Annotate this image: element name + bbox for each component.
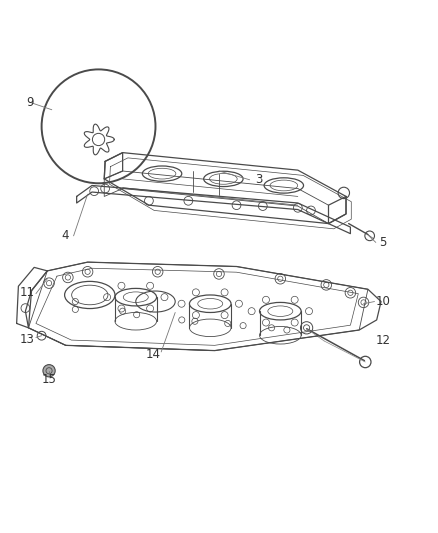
- Text: 12: 12: [375, 334, 390, 346]
- Text: 15: 15: [42, 373, 57, 386]
- Text: 9: 9: [26, 96, 34, 109]
- Text: 5: 5: [380, 236, 387, 249]
- Text: 4: 4: [61, 229, 69, 243]
- Text: 13: 13: [20, 333, 35, 346]
- Text: 10: 10: [376, 295, 391, 308]
- Circle shape: [43, 365, 55, 377]
- Text: 11: 11: [20, 286, 35, 300]
- Text: 3: 3: [255, 173, 262, 186]
- Text: 14: 14: [146, 349, 161, 361]
